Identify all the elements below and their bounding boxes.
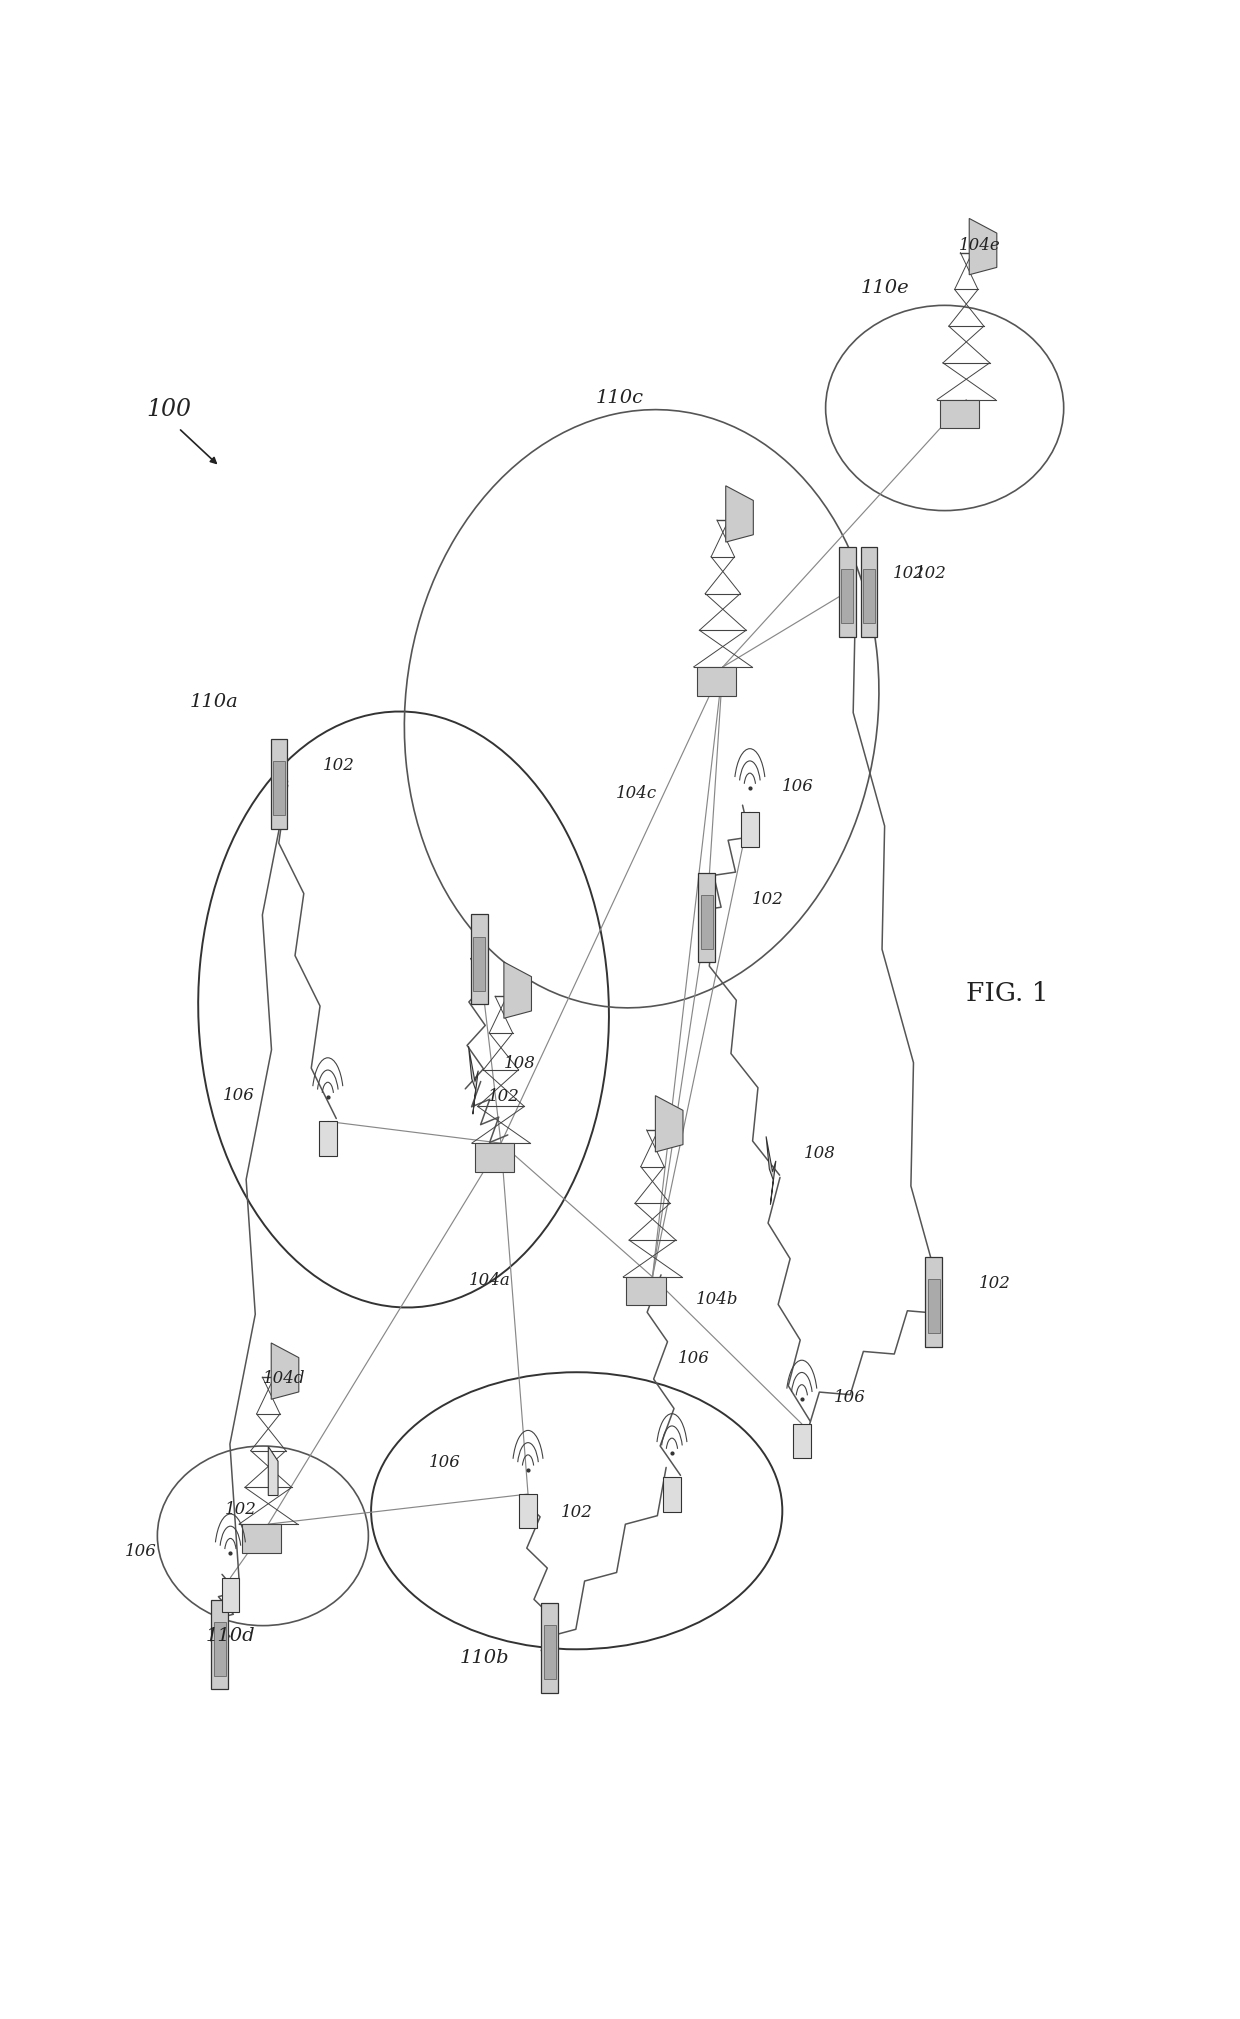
Text: 110b: 110b bbox=[460, 1650, 510, 1666]
Bar bbox=[222, 1577, 239, 1611]
Text: 102: 102 bbox=[914, 565, 946, 581]
Bar bbox=[319, 1121, 336, 1155]
Bar bbox=[839, 547, 856, 636]
Polygon shape bbox=[697, 666, 737, 695]
Polygon shape bbox=[242, 1524, 281, 1553]
Bar bbox=[861, 547, 877, 636]
Polygon shape bbox=[475, 1143, 515, 1171]
Text: 100: 100 bbox=[146, 398, 191, 422]
Text: FIG. 1: FIG. 1 bbox=[966, 981, 1049, 1005]
Polygon shape bbox=[469, 1046, 479, 1114]
Text: 104c: 104c bbox=[616, 785, 657, 802]
Text: 106: 106 bbox=[125, 1543, 156, 1561]
Bar bbox=[520, 1494, 537, 1528]
Text: 102: 102 bbox=[322, 757, 355, 775]
Bar bbox=[742, 812, 759, 846]
Bar bbox=[474, 937, 485, 991]
Bar bbox=[928, 1280, 940, 1333]
Text: 104e: 104e bbox=[959, 236, 1001, 254]
Polygon shape bbox=[766, 1137, 776, 1205]
Text: 110e: 110e bbox=[861, 279, 909, 297]
Bar bbox=[925, 1258, 942, 1347]
Text: 102: 102 bbox=[893, 565, 925, 581]
Bar bbox=[794, 1423, 811, 1458]
Text: 108: 108 bbox=[804, 1145, 836, 1163]
Polygon shape bbox=[940, 400, 980, 428]
Bar bbox=[471, 915, 487, 1003]
Bar bbox=[273, 761, 285, 816]
Text: 104d: 104d bbox=[263, 1369, 306, 1387]
Polygon shape bbox=[626, 1276, 666, 1306]
Text: 106: 106 bbox=[677, 1351, 709, 1367]
Bar bbox=[698, 872, 715, 963]
Polygon shape bbox=[725, 487, 754, 541]
Bar bbox=[841, 569, 853, 624]
Text: 106: 106 bbox=[835, 1389, 867, 1405]
Polygon shape bbox=[970, 218, 997, 275]
Polygon shape bbox=[503, 961, 532, 1018]
Bar bbox=[270, 739, 288, 830]
Text: 102: 102 bbox=[489, 1088, 520, 1104]
Text: 102: 102 bbox=[980, 1276, 1011, 1292]
Text: 106: 106 bbox=[782, 777, 815, 795]
Text: 108: 108 bbox=[505, 1056, 536, 1072]
Polygon shape bbox=[272, 1343, 299, 1399]
Bar bbox=[543, 1625, 556, 1680]
Bar bbox=[863, 569, 875, 624]
Bar bbox=[213, 1621, 226, 1676]
Polygon shape bbox=[268, 1446, 278, 1496]
Bar bbox=[542, 1603, 558, 1692]
Text: 102: 102 bbox=[560, 1504, 593, 1520]
Text: 110d: 110d bbox=[206, 1627, 255, 1645]
Text: 102: 102 bbox=[224, 1500, 257, 1518]
Text: 102: 102 bbox=[751, 890, 784, 909]
Polygon shape bbox=[656, 1096, 683, 1153]
Text: 110a: 110a bbox=[190, 693, 238, 711]
Text: 106: 106 bbox=[429, 1454, 461, 1472]
Text: 104a: 104a bbox=[469, 1272, 511, 1288]
Bar bbox=[701, 894, 713, 949]
Text: 106: 106 bbox=[222, 1086, 254, 1104]
Bar bbox=[211, 1599, 228, 1690]
Bar bbox=[663, 1478, 681, 1512]
Text: 104b: 104b bbox=[696, 1290, 739, 1308]
Text: 110c: 110c bbox=[596, 390, 644, 408]
